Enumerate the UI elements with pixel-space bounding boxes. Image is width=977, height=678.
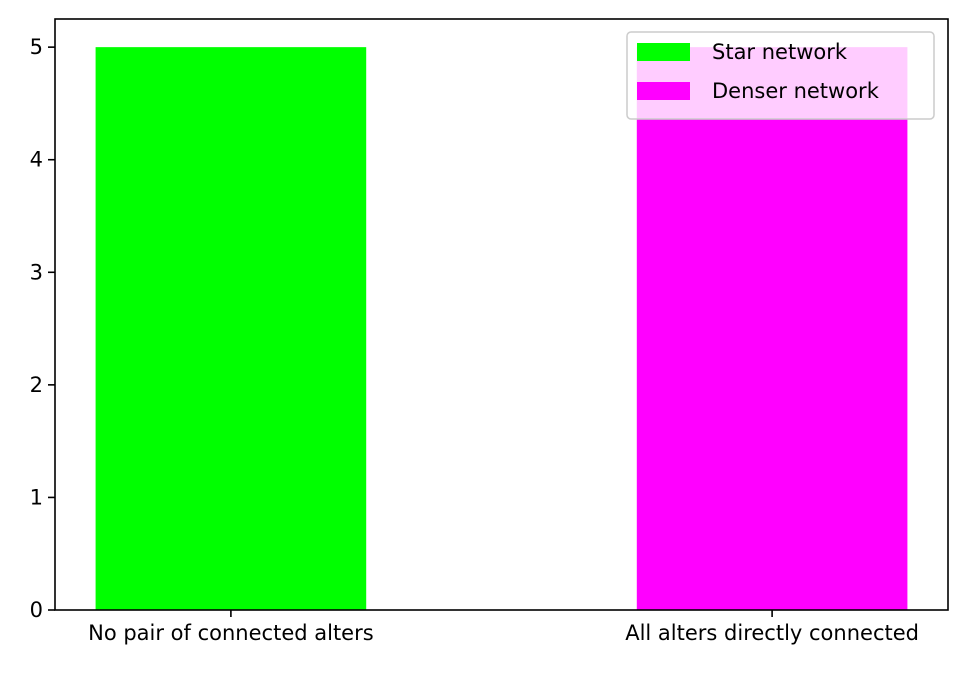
y-tick-label: 2: [30, 373, 43, 397]
legend-box: [626, 31, 935, 120]
x-tick-label: No pair of connected alters: [88, 621, 374, 645]
plot-frame: [54, 18, 949, 611]
y-tick-label: 4: [30, 148, 43, 172]
bar-star-network: [95, 47, 367, 610]
bars-layer: [95, 47, 908, 610]
y-tick-label: 0: [30, 598, 43, 622]
legend: Star network Denser network: [626, 31, 935, 120]
legend-label: Denser network: [712, 79, 880, 103]
legend-swatch: [637, 43, 690, 61]
y-tick-label: 1: [30, 485, 43, 509]
axes-layer: 0 1 2 3 4 5 No pair of connected alters All alt…: [30, 18, 949, 645]
y-tick-label: 5: [30, 35, 43, 59]
legend-swatch: [637, 82, 690, 100]
legend-label: Star network: [712, 40, 848, 64]
bar-denser-network: [636, 47, 908, 610]
y-tick-label: 3: [30, 260, 43, 284]
x-tick-label: All alters directly connected: [625, 621, 919, 645]
